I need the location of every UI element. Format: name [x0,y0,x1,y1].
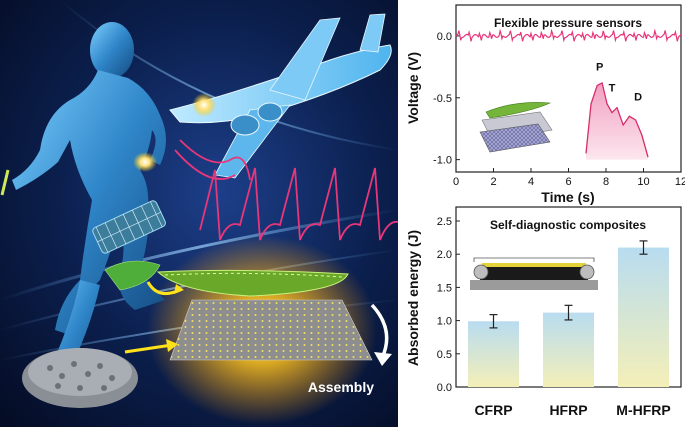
category-label: M-HFRP [616,402,670,418]
x-tick-label: 12 [675,176,685,188]
inset-device [479,102,553,153]
energy-chart: Self-diagnostic composites Absorbed ener… [405,206,682,418]
y-tick-label: 0.0 [437,31,452,43]
y-tick-label: -1.0 [433,155,452,167]
y-tick-label: 2.0 [437,249,452,261]
y-tick-label: 0.5 [437,349,452,361]
arrow-fabric [124,343,173,354]
x-tick-label: 0 [453,176,459,188]
y-tick-label: 1.0 [437,316,452,328]
illustration-panel: Assembly [0,0,399,427]
y-tick-label: -0.5 [433,93,452,105]
x-tick-label: 6 [565,176,571,188]
bar [543,312,594,387]
x-tick-label: 2 [490,176,496,188]
x-tick-label: 4 [528,176,534,188]
series-line [455,28,682,43]
airplane [169,13,392,179]
sensor-leaf [104,260,161,291]
fiber-bundle [92,200,166,254]
y-tick-label: 2.5 [437,216,452,228]
bar [618,247,669,387]
x-tick-label: 8 [603,176,609,188]
assembly-label: Assembly [308,379,374,395]
y-tick-label: 0.0 [437,382,452,394]
category-label: CFRP [474,402,512,418]
y-tick-label: 1.5 [437,282,452,294]
chart-title: Flexible pressure sensors [494,16,642,30]
sensor-film [156,269,349,297]
signal-waves [174,139,399,241]
dotted-fabric [169,299,373,361]
arrow-head [166,339,178,352]
category-label: HFRP [549,402,587,418]
y-axis-label: Voltage (V) [405,52,421,124]
arrow-head [174,284,184,294]
peak-label: T [609,83,616,95]
x-axis-label: Time (s) [541,189,594,205]
inset-line [585,81,649,158]
porous-clump [22,348,138,408]
y-axis-label: Absorbed energy (J) [405,230,421,366]
chart-title: Self-diagnostic composites [490,218,646,232]
light-streak [0,208,399,302]
arrow-head [374,352,392,366]
x-tick-label: 10 [637,176,649,188]
peak-label: P [596,62,603,74]
peak-label: D [634,91,642,103]
voltage-chart: Flexible pressure sensors Time (s) Volta… [405,4,685,205]
inset-fill [586,82,648,160]
inset-waveform: PT D [585,62,649,160]
bar [468,321,519,387]
inset-specimen [470,257,598,290]
